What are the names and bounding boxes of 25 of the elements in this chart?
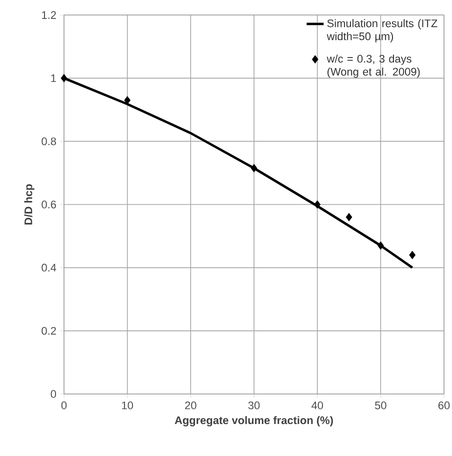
point bbox=[124, 96, 131, 104]
x-tick-label: 10 bbox=[122, 402, 133, 410]
y-tick-label: 0.6 bbox=[42, 200, 56, 208]
legend-label: w/c = 0.3, 3 days (Wong et al. 2009) bbox=[326, 54, 420, 78]
y-tick-label: 0.4 bbox=[42, 264, 56, 272]
x-tick-label: 20 bbox=[185, 402, 196, 410]
point bbox=[314, 200, 321, 209]
point bbox=[346, 212, 352, 222]
y-tick-label: 1 bbox=[51, 74, 56, 82]
point bbox=[409, 250, 416, 260]
x-axis-title: Aggregate volume fraction (%) bbox=[174, 416, 333, 426]
y-tick-label: 0.2 bbox=[42, 326, 56, 335]
point bbox=[377, 241, 384, 250]
y-tick-label: 0 bbox=[50, 390, 56, 398]
y-tick-label: 0.8 bbox=[42, 137, 56, 146]
x-tick-label: 40 bbox=[311, 402, 323, 410]
x-tick-label: 60 bbox=[438, 402, 450, 410]
y-axis-title: D/D hcp bbox=[24, 184, 34, 224]
y-tick-label: 1.2 bbox=[42, 11, 56, 19]
point bbox=[60, 74, 68, 82]
x-tick-label: 0 bbox=[61, 402, 67, 410]
x-tick-label: 30 bbox=[248, 402, 260, 410]
legend-label: Simulation results (ITZ width=50 µm) bbox=[326, 19, 438, 42]
point bbox=[250, 164, 258, 172]
x-tick-label: 50 bbox=[375, 402, 386, 410]
